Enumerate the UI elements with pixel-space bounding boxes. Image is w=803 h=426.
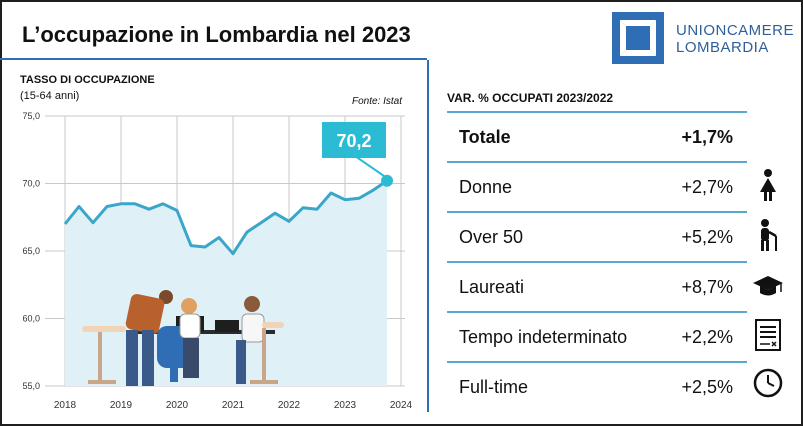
row-value: +2,5% — [681, 377, 733, 397]
row-value: +1,7% — [681, 127, 733, 147]
row-value: +2,7% — [681, 177, 733, 197]
row-label: Donne — [459, 177, 513, 197]
logo-mark-icon — [612, 12, 664, 64]
office-people-illustration — [82, 290, 284, 386]
x-axis-ticks: 2018 2019 2020 2021 2022 2023 2024 — [54, 400, 413, 411]
y-tick-label: 65,0 — [22, 246, 40, 256]
table-row-laureati: Laureati +8,7% — [447, 261, 747, 311]
table-row-over-50: Over 50 +5,2% — [447, 211, 747, 261]
x-tick-label: 2019 — [110, 400, 133, 411]
vertical-divider — [427, 60, 429, 412]
x-tick-label: 2021 — [222, 400, 245, 411]
table-row-full-time: Full-time +2,5% — [447, 361, 747, 411]
x-tick-label: 2018 — [54, 400, 77, 411]
x-tick-label: 2024 — [390, 400, 413, 411]
row-label: Tempo indeterminato — [459, 327, 628, 347]
row-value: +2,2% — [681, 327, 733, 347]
contract-document-icon — [755, 319, 781, 351]
clock-icon — [753, 368, 783, 398]
table-heading: VAR. % OCCUPATI 2023/2022 — [447, 91, 614, 105]
table-row-donne: Donne +2,7% — [447, 161, 747, 211]
x-tick-label: 2020 — [166, 400, 189, 411]
employment-rate-chart: 55,0 60,0 65,0 70,0 75,0 2018 2019 2020 2021 202… — [22, 111, 413, 411]
chart-title: TASSO DI OCCUPAZIONE — [20, 74, 155, 86]
row-value: +8,7% — [681, 277, 733, 297]
elderly-person-icon — [761, 219, 777, 251]
x-tick-label: 2022 — [278, 400, 301, 411]
brand-line-1: UNIONCAMERE — [676, 22, 795, 39]
y-tick-label: 55,0 — [22, 381, 40, 391]
graduation-cap-icon — [753, 276, 783, 296]
latest-value-callout: 70,2 — [322, 122, 386, 177]
row-label: Full-time — [459, 377, 529, 397]
row-label: Over 50 — [459, 227, 524, 247]
y-tick-label: 60,0 — [22, 314, 40, 324]
table-row-totale: Totale +1,7% — [447, 111, 747, 161]
page-title: L’occupazione in Lombardia nel 2023 — [22, 22, 411, 47]
series-line — [63, 179, 388, 256]
chart-subtitle: (15-64 anni) — [20, 90, 80, 102]
brand-name: UNIONCAMERE LOMBARDIA — [676, 22, 794, 56]
row-label: Totale — [459, 127, 511, 147]
y-tick-label: 75,0 — [22, 111, 40, 121]
title-underline — [0, 58, 427, 60]
x-tick-label: 2023 — [334, 400, 357, 411]
row-label: Laureati — [459, 277, 525, 297]
row-value: +5,2% — [681, 227, 733, 247]
latest-data-point — [381, 174, 393, 187]
callout-value: 70,2 — [336, 131, 371, 151]
woman-icon — [760, 169, 776, 201]
y-tick-label: 70,0 — [22, 179, 40, 189]
data-points — [381, 174, 393, 187]
unioncamere-logo — [612, 12, 664, 64]
chart-source: Fonte: Istat — [352, 96, 403, 107]
table-row-tempo-indeterminato: Tempo indeterminato +2,2% — [447, 311, 747, 361]
brand-line-2: LOMBARDIA — [676, 39, 769, 56]
y-axis-ticks: 55,0 60,0 65,0 70,0 75,0 — [22, 111, 40, 391]
